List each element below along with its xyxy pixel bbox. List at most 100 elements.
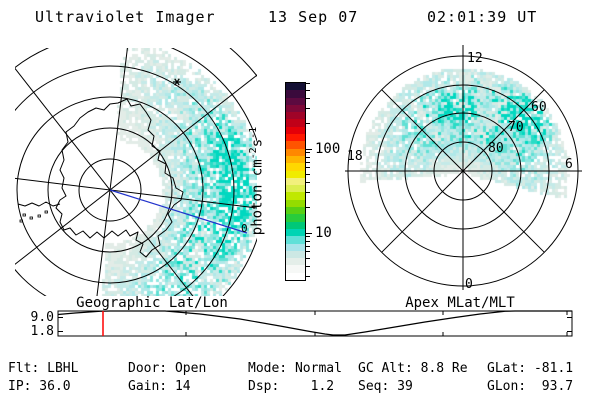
mlat-ring-label: 70: [508, 120, 524, 135]
altitude-timeline-panel: GC Alt 9.0 1.8 00:0006:0012:0018:0023:59: [0, 295, 600, 400]
status-flt-ip: Flt: LBHL IP: 36.0: [8, 360, 78, 396]
colorbar-major-tick: [306, 233, 312, 234]
colorbar-band: [286, 258, 305, 266]
colorbar-minor-tick: [306, 83, 310, 84]
colorbar-tick-label: 100: [315, 141, 341, 157]
colorbar-minor-tick: [306, 276, 310, 277]
orbit-track-line: [109, 189, 248, 234]
geographic-map-panel: 0: [15, 48, 257, 296]
colorbar-minor-tick: [306, 123, 310, 124]
latitude-ring: [15, 48, 257, 296]
island: [44, 210, 48, 214]
antarctic-peninsula-coastline: [17, 201, 61, 207]
meridian-line: [15, 67, 194, 296]
colorbar-minor-tick: [306, 182, 310, 183]
flt-value: Flt: LBHL: [8, 361, 79, 376]
apex-panel-caption: Apex MLat/MLT: [405, 295, 515, 311]
colorbar-minor-tick: [306, 162, 310, 163]
colorbar-band: [286, 199, 305, 208]
colorbar-band: [286, 141, 305, 149]
colorbar-gradient: [286, 83, 305, 281]
mlt-dial-grid: 12 6 18 0 80 70 60: [345, 45, 582, 292]
colorbar-major-tick: [306, 149, 312, 150]
meridian-line: [15, 74, 257, 265]
colorbar-minor-tick: [306, 167, 310, 168]
colorbar-minor-tick: [306, 241, 310, 242]
colorbar-band: [286, 126, 305, 135]
date-label: 13 Sep 07: [268, 8, 359, 26]
apex-mlt-dial-panel: 12 6 18 0 80 70 60: [345, 45, 595, 295]
colorbar-band: [286, 104, 305, 113]
colorbar-band: [286, 228, 305, 237]
colorbar-band: [286, 97, 305, 105]
aurora-emission-image-right: [345, 45, 595, 295]
colorbar-band: [286, 90, 305, 98]
status-door-gain: Door: Open Gain: 14: [128, 360, 206, 396]
colorbar-minor-tick: [306, 251, 310, 252]
colorbar-minor-tick: [306, 108, 310, 109]
colorbar-band: [286, 221, 305, 229]
island: [19, 219, 23, 223]
mlt-hour-label: 18: [347, 149, 363, 164]
latitude-ring: [15, 65, 235, 296]
y-tick-label-apogee: 9.0: [30, 310, 54, 325]
antarctica-coastline: [55, 98, 184, 258]
unit-exp-2: -1: [248, 126, 259, 139]
colorbar-band: [286, 192, 305, 200]
mlt-spoke: [381, 170, 464, 253]
unit-exp-1: -2: [248, 147, 259, 160]
latitude-ring: [229, 48, 257, 77]
colorbar-band: [286, 163, 305, 171]
colorbar-band: [286, 250, 305, 259]
mlt-hour-label: 0: [465, 277, 473, 292]
dsp-value: Dsp: 1.2: [248, 379, 335, 394]
mlt-spoke: [462, 89, 545, 172]
latitude-ring: [15, 48, 257, 296]
timeline-plot: [57, 310, 573, 337]
colorbar-band: [286, 134, 305, 142]
unit-text-2: s: [249, 138, 266, 148]
mlat-ring-label: 80: [488, 141, 504, 156]
mlt-hour-label: 6: [565, 157, 573, 172]
meridian-line: [15, 177, 257, 209]
latitude-ring: [47, 127, 173, 253]
latitude-ring: [16, 96, 204, 284]
colorbar-band: [286, 272, 305, 281]
mlat-ring-label: 60: [531, 100, 547, 115]
colorbar: [285, 82, 306, 281]
island: [22, 213, 26, 217]
status-glat-glon: GLat: -81.1 GLon: 93.7: [487, 360, 573, 396]
instrument-title: Ultraviolet Imager: [35, 8, 216, 26]
colorbar-minor-tick: [306, 98, 310, 99]
door-value: Door: Open: [128, 361, 207, 376]
mode-value: Mode: Normal: [248, 361, 342, 376]
time-label: 02:01:39 UT: [427, 8, 538, 26]
latitude-ring: [15, 48, 257, 296]
glat-value: GLat: -81.1: [487, 361, 574, 376]
colorbar-minor-tick: [306, 157, 310, 158]
colorbar-band: [286, 207, 305, 215]
colorbar-minor-tick: [306, 207, 310, 208]
unit-text: photon cm: [249, 159, 266, 236]
colorbar-minor-tick: [306, 174, 310, 175]
island: [37, 214, 41, 218]
colorbar-band: [286, 119, 305, 127]
colorbar-tick-label: 10: [315, 225, 332, 241]
colorbar-band: [286, 236, 305, 244]
colorbar-band: [286, 177, 305, 186]
colorbar-band: [286, 170, 305, 178]
geographic-grid: 0: [15, 48, 257, 296]
colorbar-band: [286, 155, 305, 164]
glon-value: GLon: 93.7: [487, 379, 574, 394]
colorbar-minor-tick: [306, 246, 310, 247]
colorbar-band: [286, 185, 305, 193]
track-zero-label: 0: [241, 222, 248, 235]
island: [29, 216, 33, 220]
colorbar-band: [286, 214, 305, 222]
aurora-emission-image-left: [15, 48, 257, 296]
colorbar-minor-tick: [306, 90, 310, 91]
gc-altitude-curve: [57, 310, 572, 336]
geographic-panel-caption: Geographic Lat/Lon: [76, 295, 228, 311]
status-mode-dsp: Mode: Normal Dsp: 1.2: [248, 360, 342, 396]
colorbar-band: [286, 148, 305, 156]
